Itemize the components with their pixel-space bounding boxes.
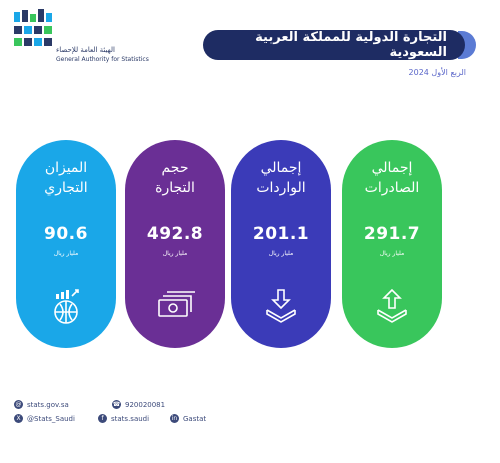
trade-balance-unit: مليار ريال	[53, 250, 79, 257]
trade-balance-card: الميزان التجاري 90.6 مليار ريال	[16, 140, 116, 348]
footer-linkedin-text: Gastat	[183, 414, 207, 423]
facebook-icon: f	[98, 414, 107, 423]
trade-balance-label: الميزان التجاري	[16, 158, 116, 198]
x-twitter-icon: X	[14, 414, 23, 423]
trade-balance-label-line1: الميزان	[44, 160, 88, 176]
exports-unit: مليار ريال	[379, 250, 405, 257]
import-box-down-arrow-icon	[266, 289, 296, 323]
exports-value: 291.7	[363, 224, 421, 244]
trade-volume-label-line1: حجم	[161, 160, 189, 176]
imports-label: إجمالي الواردات	[231, 158, 331, 198]
footer-facebook-text: stats.saudi	[111, 414, 150, 423]
imports-card: إجمالي الواردات 201.1 مليار ريال	[231, 140, 331, 348]
gastat-logo-mark-icon	[14, 9, 52, 46]
org-name-ar: الهيئة العامة للإحصاء	[56, 46, 115, 54]
exports-card: إجمالي الصادرات 291.7 مليار ريال	[342, 140, 442, 348]
exports-label-line1: إجمالي	[371, 160, 413, 176]
linkedin-icon: in	[170, 414, 179, 423]
trade-volume-label: حجم التجارة	[125, 158, 225, 198]
globe-growth-chart-icon	[54, 289, 79, 324]
period-subtitle: الربع الأول 2024	[408, 68, 466, 77]
exports-label-line2: الصادرات	[364, 180, 420, 196]
footer-twitter[interactable]: X @Stats_Saudi	[14, 414, 75, 423]
footer-twitter-text: @Stats_Saudi	[27, 414, 75, 423]
imports-label-line1: إجمالي	[260, 160, 302, 176]
trade-volume-label-line2: التجارة	[155, 180, 195, 196]
phone-icon: ☎	[112, 400, 121, 409]
web-icon: @	[14, 400, 23, 409]
org-name-en: General Authority for Statistics	[56, 56, 149, 63]
trade-balance-value: 90.6	[44, 224, 88, 244]
footer-website-text: stats.gov.sa	[27, 400, 69, 409]
export-box-up-arrow-icon	[377, 288, 407, 323]
imports-label-line2: الواردات	[256, 180, 306, 196]
gastat-logo: الهيئة العامة للإحصاء General Authority …	[10, 8, 170, 68]
trade-volume-card: حجم التجارة 492.8 مليار ريال	[125, 140, 225, 348]
footer-facebook[interactable]: f stats.saudi	[98, 414, 149, 423]
contact-footer: @ stats.gov.sa ☎ 920020081 X @Stats_Saud…	[14, 398, 314, 458]
footer-website[interactable]: @ stats.gov.sa	[14, 400, 69, 409]
imports-unit: مليار ريال	[268, 250, 294, 257]
page-title: التجارة الدولية للمملكة العربية السعودية	[203, 30, 465, 60]
footer-phone[interactable]: ☎ 920020081	[112, 400, 165, 409]
money-stack-icon	[158, 291, 195, 317]
trade-balance-label-line2: التجاري	[44, 180, 88, 196]
imports-value: 201.1	[252, 224, 310, 244]
footer-linkedin[interactable]: in Gastat	[170, 414, 206, 423]
trade-volume-value: 492.8	[146, 224, 204, 244]
footer-phone-text: 920020081	[125, 400, 166, 409]
trade-volume-unit: مليار ريال	[162, 250, 188, 257]
exports-label: إجمالي الصادرات	[342, 158, 442, 198]
